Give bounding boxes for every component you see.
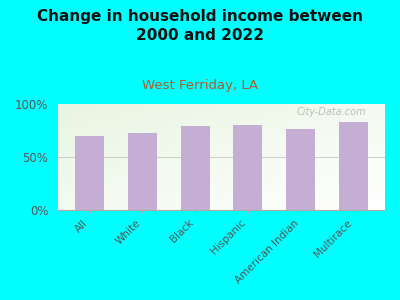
Text: City-Data.com: City-Data.com: [297, 106, 366, 117]
Text: West Ferriday, LA: West Ferriday, LA: [142, 80, 258, 92]
Text: Change in household income between
2000 and 2022: Change in household income between 2000 …: [37, 9, 363, 43]
Bar: [286, 129, 315, 210]
Bar: [339, 122, 368, 210]
Bar: [75, 136, 104, 210]
Bar: [234, 125, 262, 210]
Bar: [181, 126, 210, 210]
Bar: [128, 133, 157, 210]
